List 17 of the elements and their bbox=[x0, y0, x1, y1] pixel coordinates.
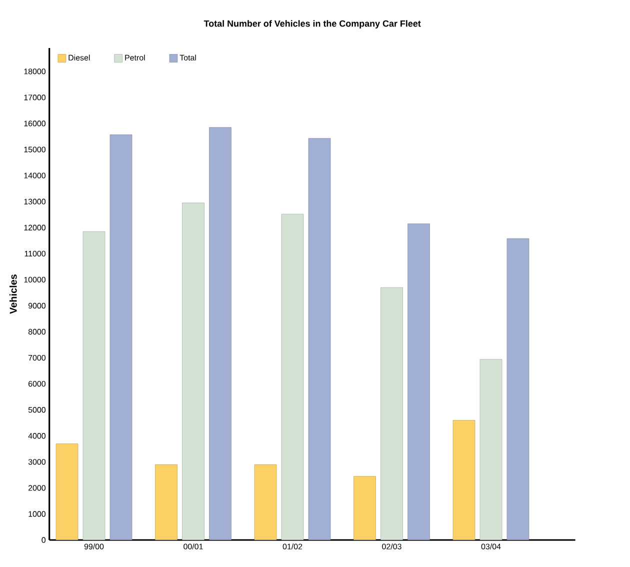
bar bbox=[408, 224, 430, 540]
chart-title: Total Number of Vehicles in the Company Car Fleet bbox=[204, 20, 421, 28]
bar bbox=[281, 214, 304, 540]
bar bbox=[254, 464, 277, 540]
bar bbox=[155, 464, 178, 540]
bar bbox=[209, 127, 232, 540]
bar bbox=[506, 238, 530, 540]
bar bbox=[82, 231, 106, 540]
bar bbox=[308, 138, 331, 540]
y-axis-title: Vehicles bbox=[10, 274, 17, 314]
bar bbox=[452, 420, 476, 540]
bar bbox=[380, 287, 403, 540]
bar bbox=[480, 359, 502, 540]
bar bbox=[56, 444, 78, 540]
bar bbox=[354, 476, 376, 540]
bar bbox=[110, 134, 132, 540]
bar bbox=[182, 202, 204, 540]
